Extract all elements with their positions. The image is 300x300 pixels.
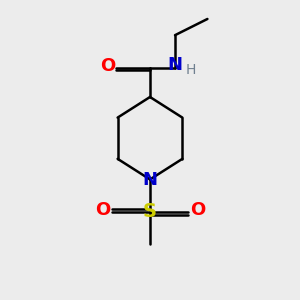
Text: O: O	[100, 57, 116, 75]
Text: H: H	[185, 63, 196, 77]
Text: O: O	[95, 201, 110, 219]
Text: S: S	[143, 202, 157, 221]
Text: O: O	[190, 201, 205, 219]
Text: N: N	[142, 171, 158, 189]
Text: N: N	[167, 56, 182, 74]
